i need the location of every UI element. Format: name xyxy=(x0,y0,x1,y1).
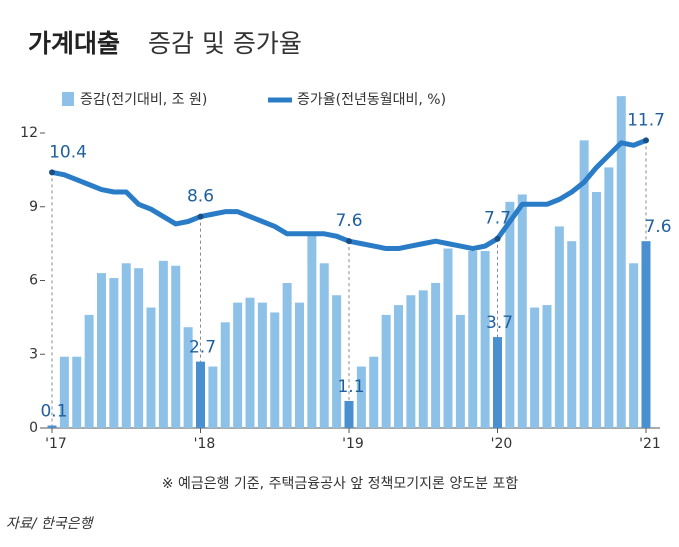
chart-title: 가계대출 xyxy=(28,29,120,58)
x-tick-label: '18 xyxy=(194,436,216,452)
bar xyxy=(146,307,156,428)
y-tick-label: 0 xyxy=(29,420,38,436)
chart-subtitle: 증감 및 증가율 xyxy=(148,29,302,58)
bar xyxy=(641,241,651,428)
source: 자료/ 한국은행 xyxy=(6,516,95,532)
bar xyxy=(592,192,601,428)
line-point xyxy=(49,169,55,176)
line-point xyxy=(197,213,204,220)
line-point xyxy=(643,137,649,144)
bar-value-label: 1.1 xyxy=(337,377,364,397)
bar xyxy=(356,366,366,428)
bar xyxy=(493,337,502,428)
bar xyxy=(381,314,391,428)
bar xyxy=(344,400,354,428)
bar xyxy=(567,241,577,428)
bar xyxy=(406,295,416,428)
bar xyxy=(629,263,639,428)
bar xyxy=(233,302,243,428)
bar xyxy=(270,312,280,428)
bar xyxy=(282,282,292,428)
bar xyxy=(72,356,82,428)
bar xyxy=(257,302,267,428)
bar-value-label: 0.1 xyxy=(40,402,67,422)
y-tick-label: 12 xyxy=(20,125,38,141)
y-tick-label: 9 xyxy=(29,199,38,215)
line-point xyxy=(346,238,352,245)
bar xyxy=(468,251,478,428)
bar xyxy=(121,263,131,428)
bar xyxy=(480,251,490,428)
note: ※ 예금은행 기준, 주택금융공사 앞 정책모기지론 양도분 포함 xyxy=(162,476,519,492)
bar xyxy=(604,167,614,428)
bar xyxy=(47,425,57,428)
line-value-label: 7.7 xyxy=(484,209,511,229)
bar xyxy=(332,295,342,428)
bar xyxy=(542,305,552,428)
line-value-label: 11.7 xyxy=(627,110,665,130)
legend-label: 증감(전기대비, 조 원) xyxy=(80,92,207,108)
bar xyxy=(295,302,304,428)
bar xyxy=(208,366,218,428)
bar xyxy=(616,96,626,428)
bar xyxy=(431,282,441,428)
line-point xyxy=(494,235,501,242)
bar-value-label: 3.7 xyxy=(486,313,513,333)
bar xyxy=(517,194,527,428)
bar xyxy=(196,361,205,428)
bar xyxy=(369,356,379,428)
bar xyxy=(554,226,564,428)
bar xyxy=(505,201,515,428)
y-tick-label: 3 xyxy=(29,346,38,362)
x-tick-label: '21 xyxy=(639,436,661,452)
bar xyxy=(59,356,69,428)
bar xyxy=(97,273,106,428)
bar-value-label: 7.6 xyxy=(644,217,671,237)
bar xyxy=(109,278,119,428)
x-tick-label: '17 xyxy=(45,436,67,452)
bar xyxy=(171,265,181,428)
bar xyxy=(394,305,403,428)
bar xyxy=(530,307,540,428)
bar xyxy=(443,248,453,428)
bar xyxy=(245,297,255,428)
bar-value-label: 2.7 xyxy=(189,338,216,358)
bar xyxy=(84,314,94,428)
line-value-label: 10.4 xyxy=(49,142,87,162)
line-value-label: 7.6 xyxy=(335,211,362,231)
x-tick-label: '20 xyxy=(491,436,513,452)
bar xyxy=(579,140,589,428)
bar xyxy=(319,263,329,428)
y-tick-label: 6 xyxy=(29,273,38,289)
bar xyxy=(220,322,230,428)
bar xyxy=(418,290,428,428)
legend-swatch xyxy=(62,92,74,106)
line-value-label: 8.6 xyxy=(187,187,214,207)
bar xyxy=(455,314,465,428)
bar xyxy=(158,260,168,428)
legend-label: 증가율(전년동월대비, %) xyxy=(297,92,446,108)
bar xyxy=(134,268,144,428)
x-tick-label: '19 xyxy=(342,436,364,452)
bar xyxy=(307,233,317,428)
bar xyxy=(183,327,193,428)
